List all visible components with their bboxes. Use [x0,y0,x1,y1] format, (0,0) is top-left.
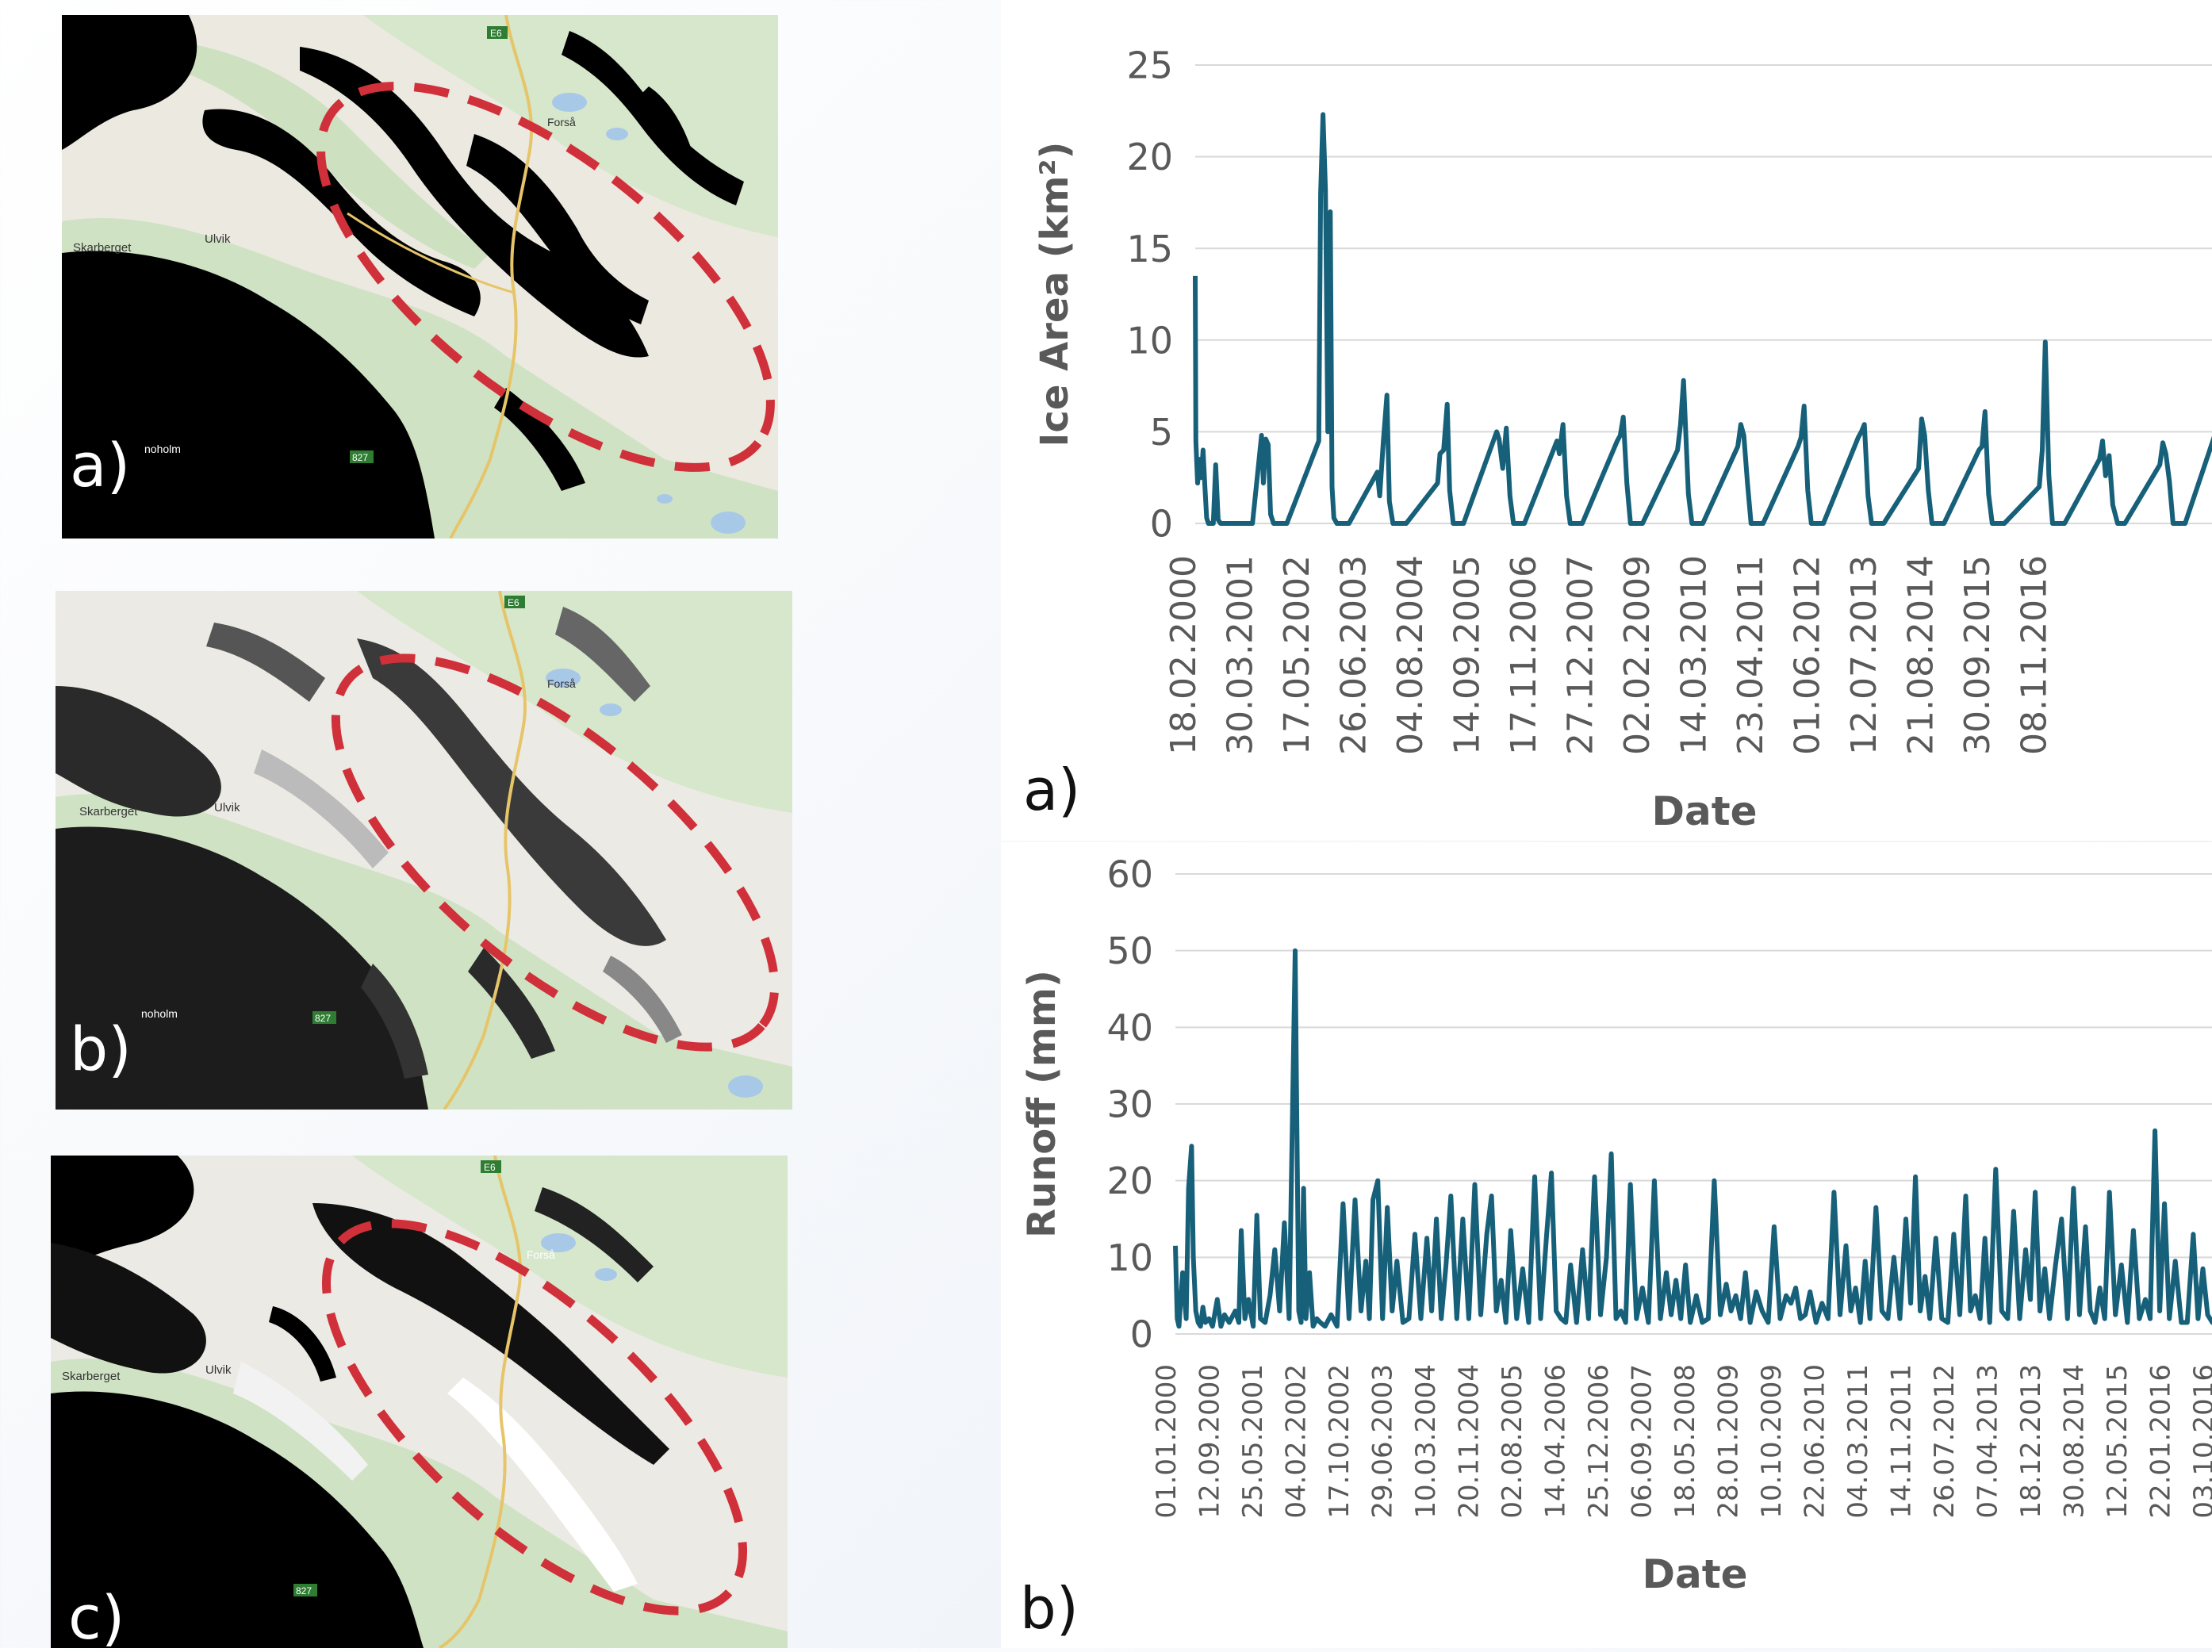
map-b-label-noholm: noholm [141,1007,178,1020]
runoff-y-tick-label: 0 [1130,1313,1153,1356]
runoff-y-tick-label: 20 [1106,1159,1153,1202]
ice-area-x-tick-label: 17.05.2002 [1277,555,1317,755]
runoff-chart: 0 10 20 30 40 50 60 01.01.2000 12.09.2000 25.05.2… [1001,842,2212,1648]
map-a-image: Skarberget Ulvik Forså noholm E6 827 [62,15,778,539]
runoff-x-tick-label: 03.10.2016 [2188,1364,2212,1519]
runoff-x-tick-label: 10.03.2004 [1410,1364,1442,1519]
ice-area-y-tick-label: 15 [1126,228,1173,270]
ice-area-chart-svg: 0 5 10 15 20 25 18.02.2000 30.03.2001 17.05.2002… [1033,44,2212,834]
ice-area-x-tick-label: 14.09.2005 [1447,555,1488,755]
ice-area-y-tick-label: 10 [1126,319,1173,362]
runoff-y-axis-title: Runoff (mm) [1020,970,1064,1238]
ice-area-x-axis-title: Date [1651,788,1757,834]
map-c-shield-827: 827 [296,1585,312,1596]
runoff-y-tick-label: 60 [1106,853,1153,896]
map-a-label-skarberget: Skarberget [73,241,132,255]
runoff-x-tick-label: 04.02.2002 [1281,1364,1313,1519]
ice-area-x-tick-label: 17.11.2006 [1504,555,1544,755]
ice-area-x-tick-label: 08.11.2016 [2015,555,2055,755]
ice-area-y-tick-label: 5 [1150,411,1173,454]
ice-area-y-tick-label: 0 [1150,503,1173,546]
map-b-image: Skarberget Ulvik Forså noholm E6 827 [56,591,792,1110]
ice-area-x-tick-label: 26.06.2003 [1334,555,1374,755]
map-c-image: Skarberget Ulvik Forså E6 827 [51,1156,788,1648]
ice-area-x-tick-label: 27.12.2007 [1561,555,1601,755]
map-c-highlight-ellipse [321,1219,748,1616]
runoff-chart-svg: 0 10 20 30 40 50 60 01.01.2000 12.09.2000 25.05.2… [1020,853,2212,1597]
ice-area-x-tick-label: 12.07.2013 [1844,555,1884,755]
map-a-label-ulvik: Ulvik [205,232,231,246]
map-a-highlight-ellipse [316,82,775,472]
runoff-series-line [1173,948,2212,1329]
map-a-shield-e6: E6 [490,28,502,39]
runoff-x-tick-label: 18.05.2008 [1670,1364,1701,1519]
ice-area-x-tick-label: 21.08.2014 [1901,555,1942,755]
runoff-y-tick-label: 50 [1106,929,1153,972]
map-b-label-skarberget: Skarberget [79,805,138,818]
map-c-shield-e6: E6 [484,1162,496,1173]
ice-area-x-tick-label: 01.06.2012 [1788,555,1828,755]
runoff-x-tick-label: 18.12.2013 [2015,1364,2047,1519]
ice-area-y-tick-label: 25 [1126,44,1173,87]
ice-area-x-tick-label: 02.02.2009 [1617,555,1658,755]
ice-area-x-tick-label: 18.02.2000 [1164,555,1204,755]
ice-area-chart: 0 5 10 15 20 25 18.02.2000 30.03.2001 17.05.2002… [1001,0,2212,841]
runoff-x-axis-title: Date [1642,1551,1747,1597]
map-a-label-noholm: noholm [144,443,181,455]
map-c-label-skarberget: Skarberget [62,1370,121,1383]
map-a-panel-label: a) [70,430,131,500]
runoff-x-tick-label: 01.01.2000 [1151,1364,1183,1519]
ice-area-x-tick-label: 30.09.2015 [1957,555,1998,755]
map-b-label-ulvik: Ulvik [214,801,240,815]
map-panel-c: Skarberget Ulvik Forså E6 827 c) [51,1156,788,1648]
runoff-x-tick-label: 06.09.2007 [1627,1364,1658,1519]
ice-area-x-tick-label: 30.03.2001 [1221,555,1261,755]
runoff-x-tick-label: 02.08.2005 [1497,1364,1528,1519]
map-c-label-forsa: Forså [527,1248,555,1261]
map-c-panel-label: c) [68,1582,125,1648]
ice-area-y-axis-title: Ice Area (km²) [1033,142,1077,447]
map-b-shield-827: 827 [315,1013,331,1024]
runoff-x-tick-label: 12.09.2000 [1194,1364,1226,1519]
runoff-x-tick-label: 28.01.2009 [1713,1364,1745,1519]
ice-area-x-tick-label: 14.03.2010 [1674,555,1715,755]
runoff-x-tick-label: 14.04.2006 [1540,1364,1572,1519]
map-b-shield-e6: E6 [508,597,519,608]
runoff-x-tick-label: 22.06.2010 [1800,1364,1831,1519]
map-a-label-forsa: Forså [547,116,576,128]
runoff-x-tick-label: 26.07.2012 [1929,1364,1961,1519]
map-panel-b: Skarberget Ulvik Forså noholm E6 827 b) [56,591,792,1110]
map-b-label-forsa: Forså [547,677,576,690]
runoff-x-tick-label: 14.11.2011 [1886,1364,1918,1519]
runoff-y-tick-label: 10 [1106,1236,1153,1279]
runoff-x-tick-label: 20.11.2004 [1454,1364,1486,1519]
ice-area-panel-label: a) [1023,757,1081,823]
runoff-x-tick-label: 07.04.2013 [1972,1364,2004,1519]
map-c-label-ulvik: Ulvik [205,1363,232,1377]
map-b-panel-label: b) [70,1014,132,1084]
runoff-y-tick-label: 40 [1106,1006,1153,1049]
runoff-x-tick-label: 22.01.2016 [2145,1364,2177,1519]
runoff-x-tick-label: 29.06.2003 [1367,1364,1399,1519]
ice-area-series-line [1193,112,2212,526]
ice-area-x-tick-label: 04.08.2004 [1390,555,1431,755]
runoff-x-tick-label: 17.10.2002 [1324,1364,1355,1519]
runoff-x-tick-label: 10.10.2009 [1756,1364,1788,1519]
runoff-y-tick-label: 30 [1106,1083,1153,1126]
map-a-shield-827: 827 [352,452,368,463]
ice-area-x-tick-label: 23.04.2011 [1731,555,1771,755]
map-panel-a: Skarberget Ulvik Forså noholm E6 827 a) [62,15,778,539]
runoff-x-tick-label: 30.08.2014 [2059,1364,2091,1519]
runoff-x-tick-label: 25.12.2006 [1583,1364,1615,1519]
runoff-panel-label: b) [1020,1575,1079,1642]
ice-area-y-tick-label: 20 [1126,136,1173,178]
runoff-x-tick-label: 25.05.2001 [1237,1364,1269,1519]
runoff-x-tick-label: 04.03.2011 [1842,1364,1874,1519]
runoff-x-tick-label: 12.05.2015 [2102,1364,2133,1519]
